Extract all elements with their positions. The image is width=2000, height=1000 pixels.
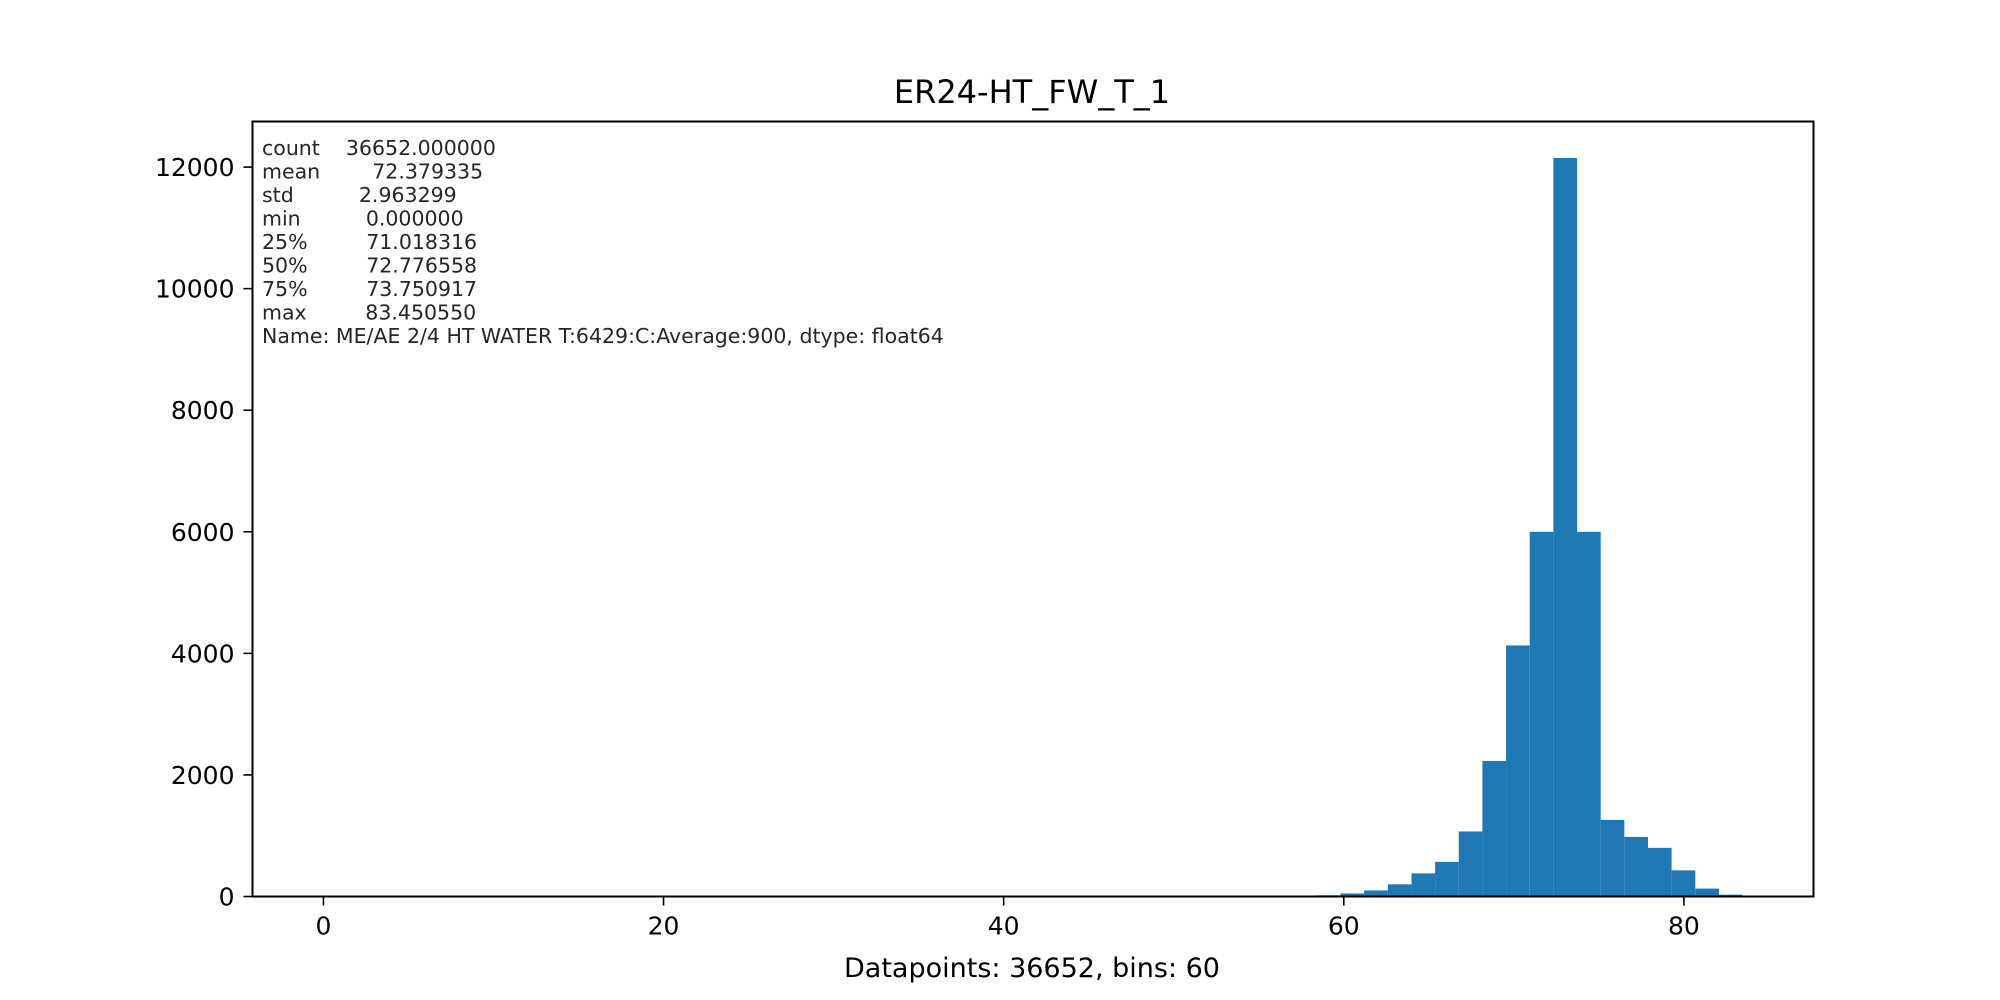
y-tick-label: 4000 bbox=[171, 639, 235, 668]
histogram-bar bbox=[1624, 836, 1648, 897]
y-tick-label: 0 bbox=[219, 883, 235, 912]
histogram-bar bbox=[1695, 888, 1719, 897]
histogram-bar bbox=[1647, 847, 1672, 897]
stats-line-50: 50% 72.776558 bbox=[262, 254, 477, 278]
stats-line-25: 25% 71.018316 bbox=[262, 230, 477, 254]
x-tick-label: 40 bbox=[988, 912, 1020, 941]
y-tick-label: 10000 bbox=[155, 275, 235, 304]
x-tick-label: 80 bbox=[1668, 912, 1700, 941]
histogram-bar bbox=[1577, 531, 1601, 897]
bars-group bbox=[323, 157, 1743, 897]
histogram-bar bbox=[1458, 831, 1483, 897]
histogram-bar bbox=[1411, 873, 1436, 897]
y-tick-label: 6000 bbox=[171, 518, 235, 547]
x-axis-label: Datapoints: 36652, bins: 60 bbox=[844, 953, 1220, 984]
stats-line-max: max 83.450550 bbox=[262, 301, 476, 325]
histogram-bar bbox=[1600, 819, 1625, 897]
x-tick-label: 60 bbox=[1328, 912, 1360, 941]
x-tick-label: 0 bbox=[315, 912, 331, 941]
chart-title: ER24-HT_FW_T_1 bbox=[894, 73, 1170, 111]
histogram-bar bbox=[1553, 157, 1578, 897]
histogram-bar bbox=[1482, 760, 1507, 897]
y-tick-label: 12000 bbox=[155, 153, 235, 182]
stats-line-name: Name: ME/AE 2/4 HT WATER T:6429:C:Averag… bbox=[262, 324, 944, 348]
histogram-bar bbox=[1435, 861, 1459, 897]
histogram-bar bbox=[1529, 531, 1554, 897]
x-axis-ticks: 0 20 40 60 80 bbox=[315, 896, 1700, 941]
histogram-bar bbox=[1364, 890, 1388, 897]
y-tick-label: 2000 bbox=[171, 761, 235, 790]
x-tick-label: 20 bbox=[648, 912, 680, 941]
histogram-bar bbox=[1387, 884, 1412, 897]
y-axis-ticks: 0 2000 4000 6000 8000 10000 12000 bbox=[155, 153, 253, 912]
histogram-bar bbox=[1340, 893, 1365, 897]
stats-line-75: 75% 73.750917 bbox=[262, 277, 477, 301]
stats-box: count 36652.000000 mean 72.379335 std 2.… bbox=[262, 136, 944, 348]
stats-line-count: count 36652.000000 bbox=[262, 136, 496, 160]
y-tick-label: 8000 bbox=[171, 396, 235, 425]
histogram-bar bbox=[1671, 870, 1696, 897]
plot-area-frame bbox=[251, 120, 1815, 898]
stats-line-min: min 0.000000 bbox=[262, 207, 464, 231]
stats-line-mean: mean 72.379335 bbox=[262, 160, 483, 184]
stats-line-std: std 2.963299 bbox=[262, 183, 457, 207]
histogram-bar bbox=[1506, 645, 1530, 897]
